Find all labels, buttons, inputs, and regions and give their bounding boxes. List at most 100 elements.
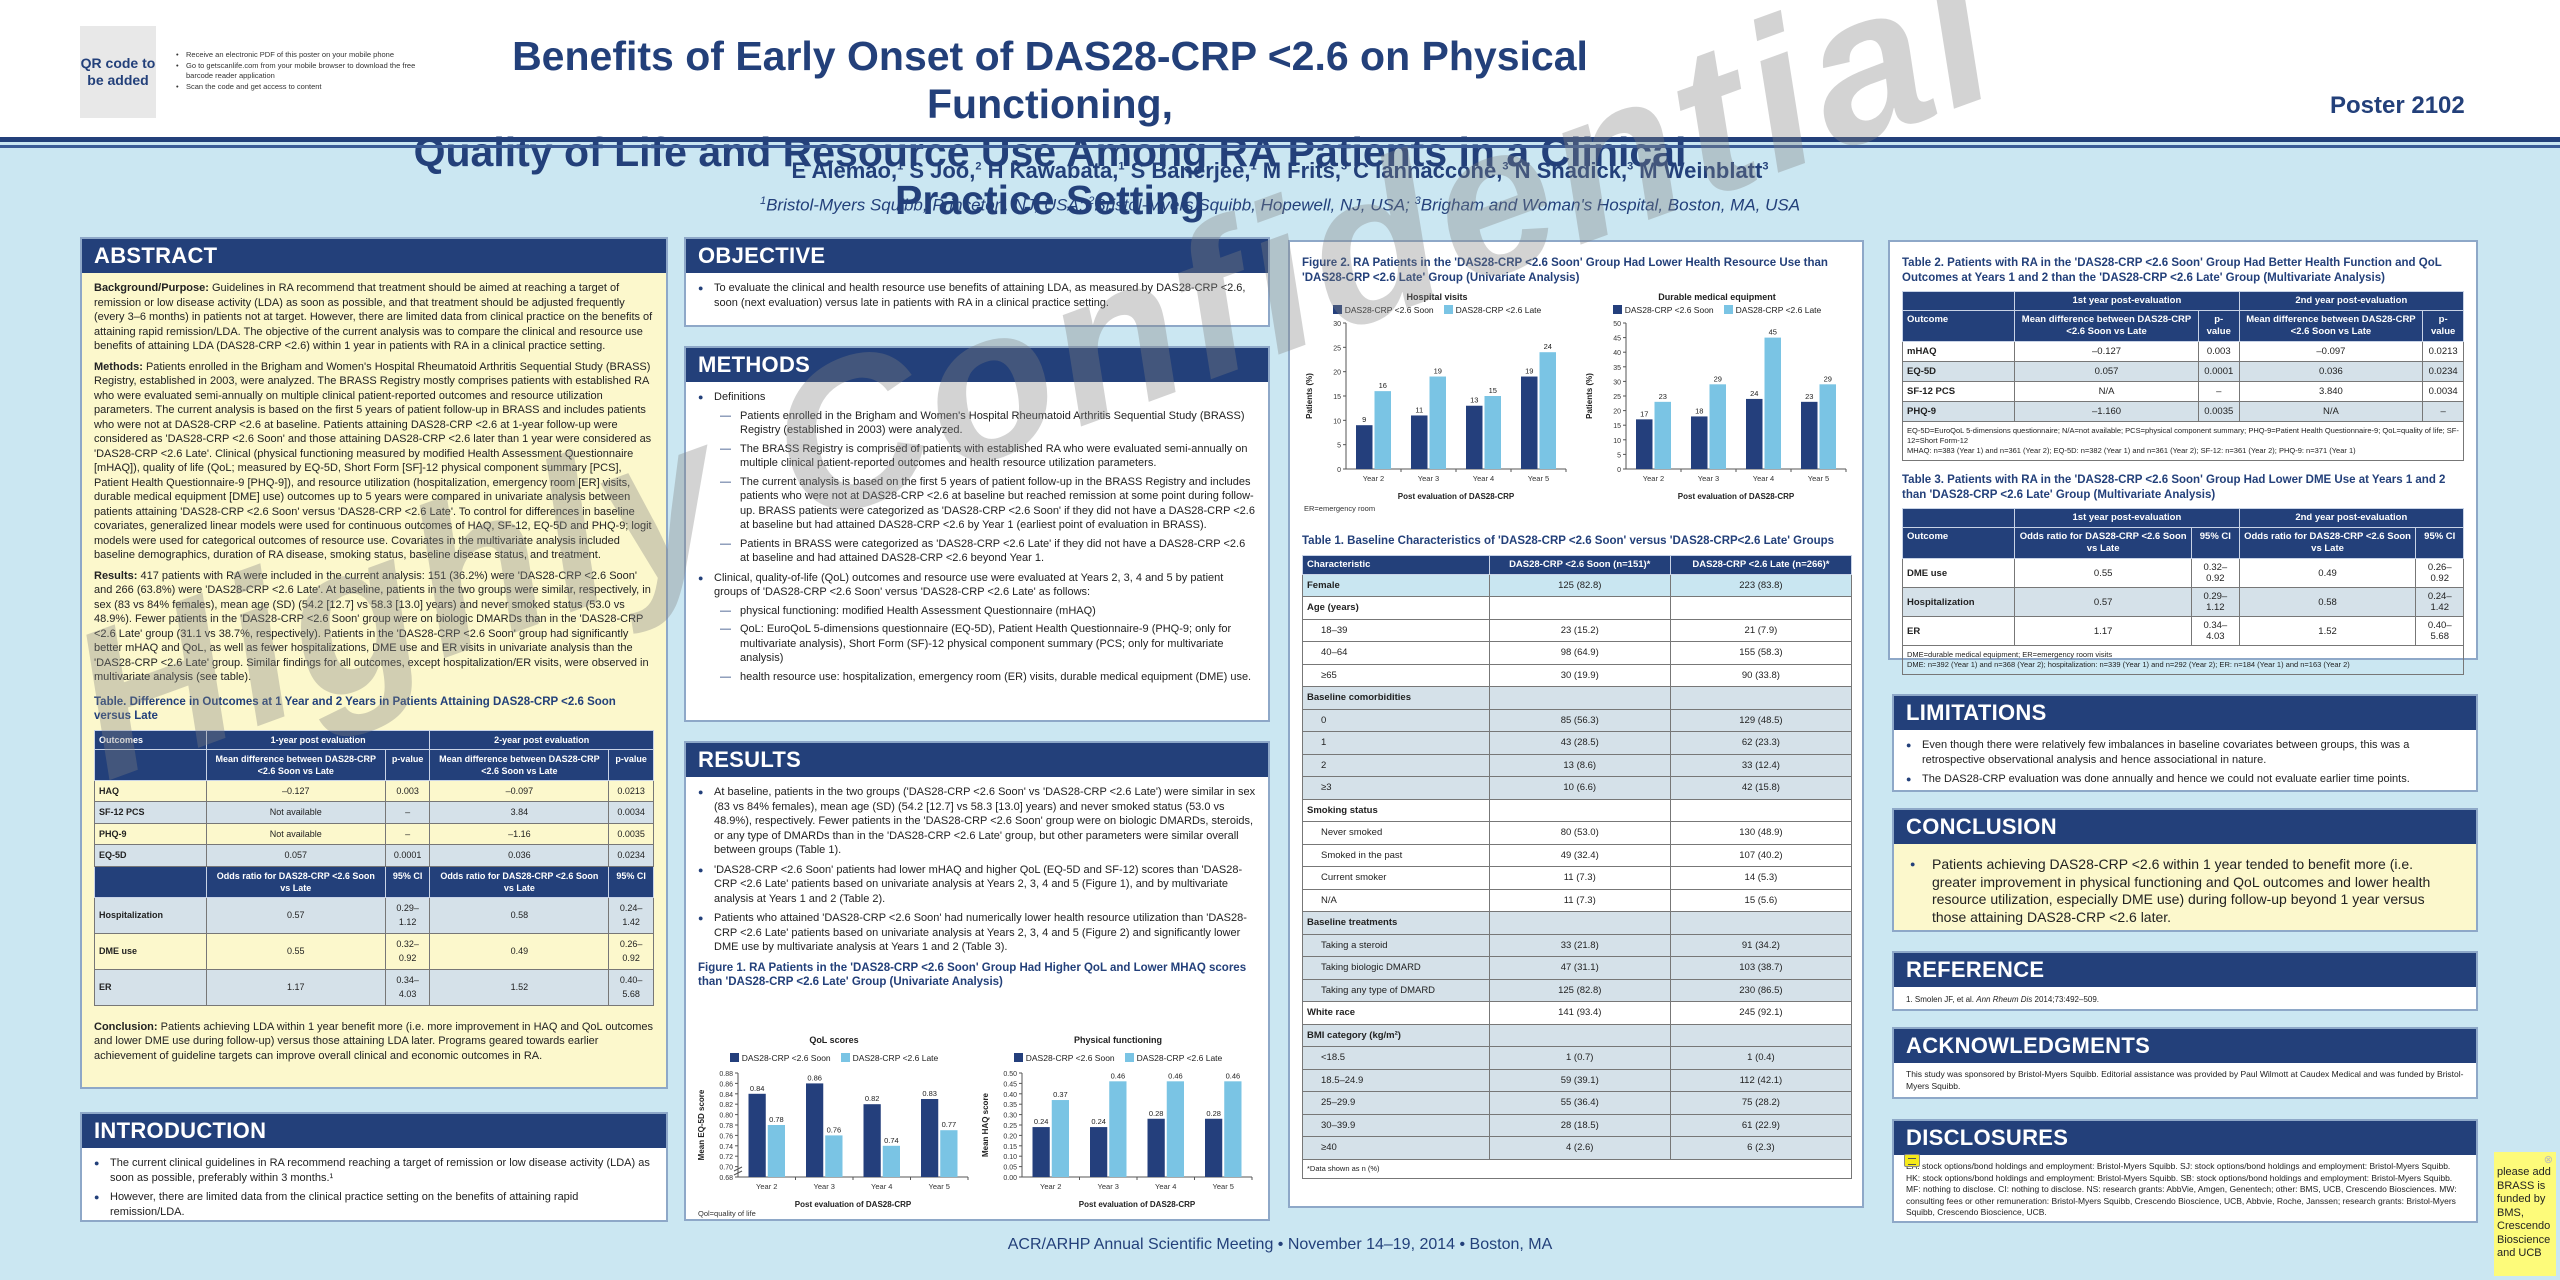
soon-value: 80 (53.0) [1488, 821, 1671, 845]
data-label: 19 [1434, 367, 1442, 376]
x-tick-label: Year 2 [1643, 474, 1664, 483]
y-tick-label: 0.70 [719, 1165, 733, 1172]
table-row: ≥3 10 (6.6) 42 (15.8) [1302, 776, 1853, 800]
x-axis-label: Post evaluation of DAS28-CRP [1079, 1200, 1196, 1209]
y-axis-label: Mean EQ-5D score [697, 1089, 706, 1160]
legend-item: DAS28-CRP <2.6 Soon [1013, 1051, 1115, 1066]
chart-plot: 0.00 0.05 0.10 0.15 0.20 0.25 0.30 0.35 0.40 0.45… [981, 1071, 1253, 1209]
chart-title: Durable medical equipment [1658, 292, 1776, 302]
row-label: SF-12 PCS [1901, 381, 2016, 402]
soon-value: 141 (93.4) [1488, 1001, 1671, 1025]
table-row: Baseline comorbidities [1302, 686, 1853, 710]
table-row: DME use 0.55 0.32–0.92 0.49 0.26–0.92 [94, 932, 654, 970]
data-label: 13 [1470, 396, 1478, 405]
row-label: 25–29.9 [1302, 1091, 1490, 1115]
close-icon[interactable]: ⊗ [2543, 1154, 2553, 1166]
table-cell: – [2197, 381, 2240, 402]
row-label: 40–64 [1302, 641, 1490, 665]
late-value: 6 (2.3) [1669, 1136, 1853, 1160]
chart-legend: DAS28-CRP <2.6 Soon DAS28-CRP <2.6 Late [694, 1051, 974, 1066]
soon-value: 23 (15.2) [1488, 618, 1671, 642]
late-value: 75 (28.2) [1669, 1091, 1853, 1115]
acknowledgments-section: ACKNOWLEDGMENTS This study was sponsored… [1892, 1027, 2478, 1099]
table-row: Taking biologic DMARD 47 (31.1) 103 (38.7) [1302, 956, 1853, 980]
row-label: EQ-5D [1901, 361, 2016, 382]
soon-value: 28 (18.5) [1488, 1113, 1671, 1137]
methods-definition: The current analysis is based on the fir… [714, 475, 1256, 533]
late-value: 33 (12.4) [1669, 753, 1853, 777]
methods-outcomes-label: Clinical, quality-of-life (QoL) outcomes… [714, 571, 1224, 599]
data-label: 0.37 [1053, 1090, 1068, 1099]
table-row: 2 13 (8.6) 33 (12.4) [1302, 753, 1853, 777]
late-value [1669, 798, 1853, 822]
row-label: Smoked in the past [1302, 843, 1490, 867]
table-row: DME use 0.55 0.32–0.92 0.49 0.26–0.92 [1901, 558, 2464, 588]
data-label: 0.86 [807, 1073, 822, 1082]
table-cell: 0.057 [205, 844, 386, 867]
table-cell: 0.003 [384, 779, 431, 802]
row-label: Taking biologic DMARD [1302, 956, 1490, 980]
figure2-footnote: ER=emergency room [1304, 504, 1376, 513]
x-axis-label: Post evaluation of DAS28-CRP [1678, 492, 1795, 501]
x-tick-label: Year 3 [1698, 474, 1719, 483]
late-value: 130 (48.9) [1669, 821, 1853, 845]
conclusion-bullet: Patients achieving DAS28-CRP <2.6 within… [1910, 856, 2460, 926]
y-tick-label: 0.10 [1003, 1154, 1017, 1161]
y-axis-label: Mean HAQ score [981, 1092, 990, 1157]
bar-soon [921, 1099, 939, 1177]
table2-footnote: EQ-5D=EuroQoL 5-dimensions questionnaire… [1902, 422, 2464, 461]
table-cell: –0.127 [205, 779, 386, 802]
section-heading: LIMITATIONS [1894, 696, 2476, 730]
table-cell: –1.160 [2014, 401, 2199, 422]
row-label: ≥65 [1302, 663, 1490, 687]
author: E Alemao, [791, 158, 898, 183]
table-cell: 0.40–5.68 [608, 968, 654, 1006]
methods-definition: Patients in BRASS were categorized as 'D… [714, 537, 1256, 566]
disclosures-text: EA: stock options/bond holdings and empl… [1906, 1161, 2457, 1217]
conclusion-section: CONCLUSION Patients achieving DAS28-CRP … [1892, 808, 2478, 932]
bar-late [940, 1130, 958, 1177]
y-tick-label: 35 [1613, 365, 1621, 372]
data-label: 11 [1415, 405, 1423, 414]
table-cell: 0.24–1.42 [608, 896, 654, 934]
table-row: PHQ-9 –1.160 0.0035 N/A – [1901, 401, 2464, 422]
affiliation-marker: 1 [1250, 160, 1257, 173]
table3-footnote: DME=durable medical equipment; ER=emerge… [1902, 646, 2464, 675]
bar-late [1429, 376, 1446, 469]
table-cell: 1.52 [429, 968, 610, 1006]
affiliation-marker: 3 [1762, 160, 1769, 173]
bar-late [767, 1125, 785, 1177]
row-label: Taking any type of DMARD [1302, 978, 1490, 1002]
table-cell: 0.0234 [608, 844, 654, 867]
sticky-note-comment[interactable]: ⊗ please add BRASS is funded by BMS, Cre… [2494, 1152, 2556, 1276]
data-label: 24 [1750, 389, 1758, 398]
bar-late [1166, 1081, 1184, 1177]
y-tick-label: 10 [1333, 418, 1341, 425]
y-tick-label: 20 [1613, 409, 1621, 416]
bar-late [1764, 337, 1781, 469]
bar-soon [1147, 1118, 1165, 1177]
row-label: Age (years) [1302, 596, 1490, 620]
y-tick-label: 30 [1613, 379, 1621, 386]
table-row: Taking any type of DMARD 125 (82.8) 230 (8… [1302, 978, 1853, 1002]
data-label: 19 [1525, 367, 1533, 376]
abstract-results: Results: 417 patients with RA were inclu… [94, 569, 651, 684]
table-cell: 0.0213 [608, 779, 654, 802]
table-row: Smoking status [1302, 798, 1853, 822]
data-label: 0.83 [922, 1089, 937, 1098]
late-value: 42 (15.8) [1669, 776, 1853, 800]
table-cell: 0.57 [205, 896, 386, 934]
late-value: 1 (0.4) [1669, 1046, 1853, 1070]
y-tick-label: 0.20 [1003, 1133, 1017, 1140]
late-value: 15 (5.6) [1669, 888, 1853, 912]
row-label: Hospitalization [94, 896, 207, 934]
affiliation-marker: 3 [1502, 160, 1509, 173]
row-label: DME use [1901, 558, 2016, 588]
legend-item: DAS28-CRP <2.6 Soon [1332, 305, 1434, 315]
table3-caption: Table 3. Patients with RA in the 'DAS28-… [1902, 474, 2446, 501]
comment-annotation-icon[interactable] [1904, 1154, 1920, 1167]
table-cell: –0.097 [429, 779, 610, 802]
table-cell: 0.0035 [2197, 401, 2240, 422]
poster-title: Benefits of Early Onset of DAS28-CRP <2.… [413, 33, 1687, 223]
table-row: 18.5–24.9 59 (39.1) 112 (42.1) [1302, 1068, 1853, 1092]
